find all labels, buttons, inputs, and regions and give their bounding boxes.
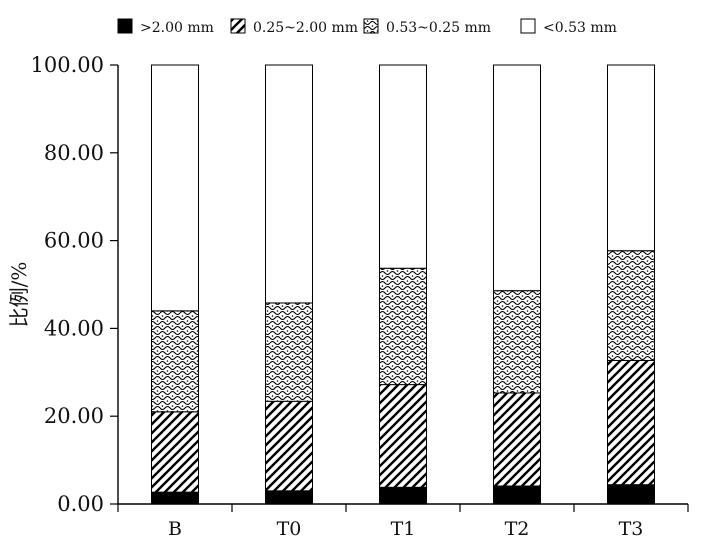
bar-segment-T2-2 bbox=[493, 392, 541, 487]
legend-label: 0.25~2.00 mm bbox=[253, 20, 358, 36]
bar-segment-T0-1 bbox=[265, 490, 313, 505]
axes bbox=[117, 65, 688, 505]
legend-swatch bbox=[363, 18, 379, 34]
bar-segment-T3-3 bbox=[607, 250, 655, 361]
bars bbox=[151, 64, 655, 505]
bar-segment-B-1 bbox=[151, 491, 199, 505]
y-tick-label: 40.00 bbox=[44, 316, 104, 340]
x-axis: B T0 T1 T2 T3 bbox=[117, 504, 689, 540]
legend: >2.00 mm 0.25~2.00 mm 0.53~0.25 mm <0.53 mm bbox=[117, 18, 617, 36]
bar-segment-T1-4 bbox=[379, 64, 427, 269]
y-tick-label: 100.00 bbox=[31, 53, 104, 77]
legend-label: <0.53 mm bbox=[543, 20, 617, 36]
bar-segment-T3-2 bbox=[607, 359, 655, 486]
bar-segment-B-2 bbox=[151, 411, 199, 493]
bar-segment-B-4 bbox=[151, 64, 199, 312]
legend-label: 0.53~0.25 mm bbox=[386, 20, 491, 36]
x-tick-label: T1 bbox=[391, 518, 416, 540]
legend-swatch bbox=[520, 18, 536, 34]
legend-swatch bbox=[117, 18, 133, 34]
bar-segment-T0-3 bbox=[265, 302, 313, 402]
legend-label: >2.00 mm bbox=[140, 20, 214, 36]
bar-segment-T1-3 bbox=[379, 267, 427, 386]
bar-segment-T2-1 bbox=[493, 485, 541, 505]
y-axis-label: 比例/% bbox=[7, 262, 31, 328]
bar-segment-T2-3 bbox=[493, 290, 541, 394]
x-tick-label: T0 bbox=[277, 518, 302, 540]
x-tick-label: B bbox=[168, 518, 182, 540]
bar-segment-T1-2 bbox=[379, 384, 427, 488]
bar-segment-T1-1 bbox=[379, 486, 427, 505]
bar-segment-T3-1 bbox=[607, 484, 655, 505]
y-tick-label: 80.00 bbox=[44, 141, 104, 165]
bar-segment-T0-4 bbox=[265, 64, 313, 304]
x-tick-label: T3 bbox=[619, 518, 644, 540]
bar-segment-T0-2 bbox=[265, 400, 313, 492]
y-axis: 0.00 20.00 40.00 60.00 80.00 100.00 bbox=[31, 53, 118, 516]
bar-segment-T2-4 bbox=[493, 64, 541, 292]
bar-segment-T3-4 bbox=[607, 64, 655, 252]
y-tick-label: 20.00 bbox=[44, 404, 104, 428]
y-tick-label: 60.00 bbox=[44, 229, 104, 253]
legend-swatch bbox=[230, 18, 246, 34]
y-tick-label: 0.00 bbox=[57, 492, 104, 516]
x-tick-label: T2 bbox=[505, 518, 530, 540]
bar-segment-B-3 bbox=[151, 310, 199, 413]
